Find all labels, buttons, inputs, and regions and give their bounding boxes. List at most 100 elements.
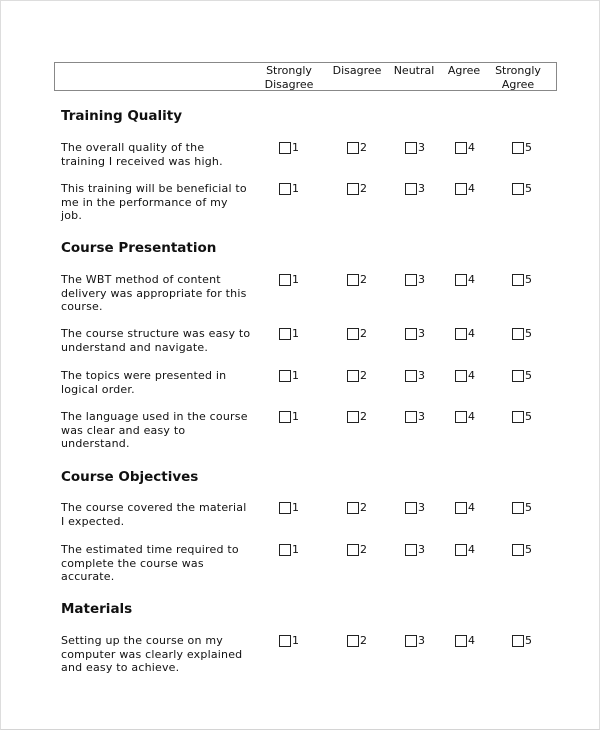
rating-option-1[interactable]: 1 (279, 635, 299, 647)
checkbox[interactable] (347, 328, 359, 340)
rating-option-4[interactable]: 4 (455, 328, 475, 340)
checkbox[interactable] (455, 635, 467, 647)
rating-option-5[interactable]: 5 (512, 142, 532, 154)
checkbox[interactable] (279, 411, 291, 423)
rating-option-5[interactable]: 5 (512, 502, 532, 514)
rating-option-3[interactable]: 3 (405, 370, 425, 382)
checkbox[interactable] (405, 183, 417, 195)
rating-option-1[interactable]: 1 (279, 183, 299, 195)
checkbox[interactable] (347, 544, 359, 556)
checkbox[interactable] (512, 142, 524, 154)
rating-option-2[interactable]: 2 (347, 502, 367, 514)
checkbox[interactable] (455, 502, 467, 514)
checkbox[interactable] (405, 274, 417, 286)
checkbox[interactable] (347, 142, 359, 154)
rating-option-1[interactable]: 1 (279, 142, 299, 154)
rating-option-3[interactable]: 3 (405, 411, 425, 423)
checkbox[interactable] (512, 411, 524, 423)
rating-option-2[interactable]: 2 (347, 142, 367, 154)
rating-option-4[interactable]: 4 (455, 544, 475, 556)
option-label: 1 (292, 501, 299, 514)
rating-option-5[interactable]: 5 (512, 635, 532, 647)
checkbox[interactable] (455, 274, 467, 286)
rating-option-3[interactable]: 3 (405, 635, 425, 647)
checkbox[interactable] (405, 328, 417, 340)
checkbox[interactable] (512, 635, 524, 647)
checkbox[interactable] (455, 411, 467, 423)
rating-option-3[interactable]: 3 (405, 544, 425, 556)
rating-option-3[interactable]: 3 (405, 502, 425, 514)
rating-option-4[interactable]: 4 (455, 142, 475, 154)
rating-option-4[interactable]: 4 (455, 411, 475, 423)
option-label: 1 (292, 634, 299, 647)
rating-option-2[interactable]: 2 (347, 635, 367, 647)
option-label: 5 (525, 410, 532, 423)
rating-option-5[interactable]: 5 (512, 328, 532, 340)
checkbox[interactable] (512, 370, 524, 382)
checkbox[interactable] (405, 502, 417, 514)
rating-option-5[interactable]: 5 (512, 183, 532, 195)
rating-option-5[interactable]: 5 (512, 274, 532, 286)
rating-option-1[interactable]: 1 (279, 328, 299, 340)
checkbox[interactable] (279, 370, 291, 382)
checkbox[interactable] (455, 544, 467, 556)
checkbox[interactable] (455, 370, 467, 382)
checkbox[interactable] (512, 183, 524, 195)
rating-option-2[interactable]: 2 (347, 370, 367, 382)
rating-option-1[interactable]: 1 (279, 274, 299, 286)
checkbox[interactable] (347, 183, 359, 195)
checkbox[interactable] (347, 635, 359, 647)
rating-option-3[interactable]: 3 (405, 328, 425, 340)
rating-option-3[interactable]: 3 (405, 142, 425, 154)
rating-option-4[interactable]: 4 (455, 370, 475, 382)
option-label: 1 (292, 410, 299, 423)
rating-option-1[interactable]: 1 (279, 411, 299, 423)
checkbox[interactable] (279, 544, 291, 556)
checkbox[interactable] (347, 502, 359, 514)
checkbox[interactable] (455, 142, 467, 154)
rating-option-5[interactable]: 5 (512, 411, 532, 423)
rating-option-4[interactable]: 4 (455, 502, 475, 514)
checkbox[interactable] (405, 370, 417, 382)
rating-option-4[interactable]: 4 (455, 274, 475, 286)
checkbox[interactable] (512, 544, 524, 556)
rating-option-3[interactable]: 3 (405, 274, 425, 286)
checkbox[interactable] (279, 183, 291, 195)
checkbox[interactable] (512, 502, 524, 514)
checkbox[interactable] (279, 142, 291, 154)
checkbox[interactable] (512, 274, 524, 286)
checkbox[interactable] (279, 274, 291, 286)
rating-option-3[interactable]: 3 (405, 183, 425, 195)
option-label: 5 (525, 141, 532, 154)
checkbox[interactable] (279, 328, 291, 340)
rating-option-2[interactable]: 2 (347, 328, 367, 340)
checkbox[interactable] (455, 183, 467, 195)
rating-option-2[interactable]: 2 (347, 183, 367, 195)
rating-option-1[interactable]: 1 (279, 544, 299, 556)
question-text: The estimated time required to complete … (61, 543, 239, 584)
checkbox[interactable] (279, 502, 291, 514)
checkbox[interactable] (347, 370, 359, 382)
rating-option-1[interactable]: 1 (279, 370, 299, 382)
rating-option-1[interactable]: 1 (279, 502, 299, 514)
rating-option-4[interactable]: 4 (455, 183, 475, 195)
checkbox[interactable] (512, 328, 524, 340)
rating-option-2[interactable]: 2 (347, 274, 367, 286)
checkbox[interactable] (279, 635, 291, 647)
option-label: 4 (468, 369, 475, 382)
checkbox[interactable] (347, 411, 359, 423)
rating-option-4[interactable]: 4 (455, 635, 475, 647)
rating-option-2[interactable]: 2 (347, 544, 367, 556)
option-label: 3 (418, 182, 425, 195)
rating-option-5[interactable]: 5 (512, 544, 532, 556)
rating-option-2[interactable]: 2 (347, 411, 367, 423)
checkbox[interactable] (405, 544, 417, 556)
survey-form: Strongly Disagree Disagree Neutral Agree Str… (54, 62, 557, 673)
checkbox[interactable] (347, 274, 359, 286)
checkbox[interactable] (455, 328, 467, 340)
checkbox[interactable] (405, 411, 417, 423)
rating-option-5[interactable]: 5 (512, 370, 532, 382)
option-label: 4 (468, 501, 475, 514)
checkbox[interactable] (405, 142, 417, 154)
checkbox[interactable] (405, 635, 417, 647)
